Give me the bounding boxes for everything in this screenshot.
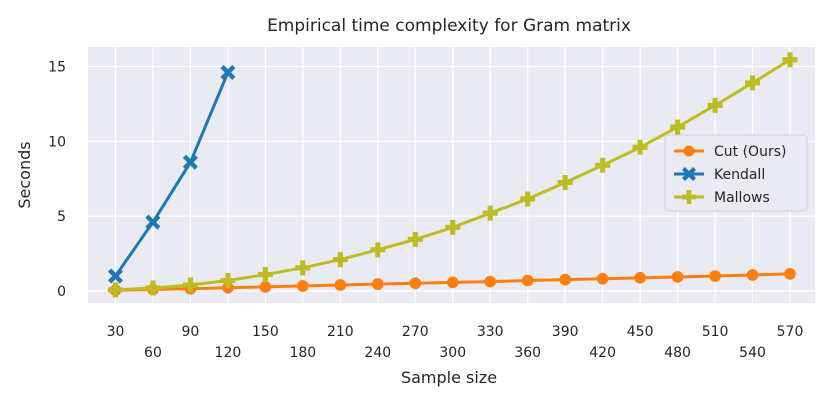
data-point bbox=[220, 273, 236, 289]
legend-item: Mallows bbox=[674, 190, 770, 206]
series-kendall bbox=[107, 64, 236, 284]
x-tick-label: 90 bbox=[182, 324, 200, 340]
data-point bbox=[782, 52, 798, 68]
legend-item: Kendall bbox=[674, 167, 765, 183]
y-tick-label: 15 bbox=[48, 59, 66, 75]
data-point bbox=[182, 277, 198, 293]
x-tick-label: 30 bbox=[107, 324, 125, 340]
x-tick-label: 330 bbox=[477, 324, 504, 340]
data-point bbox=[521, 274, 534, 287]
x-axis-label: Sample size bbox=[401, 368, 497, 387]
data-point bbox=[596, 272, 609, 285]
data-point bbox=[371, 278, 384, 290]
legend-box bbox=[664, 134, 808, 212]
data-point bbox=[259, 280, 272, 293]
data-point bbox=[145, 214, 161, 230]
data-point bbox=[683, 145, 695, 157]
data-point bbox=[409, 277, 422, 290]
x-tick-label: 120 bbox=[215, 345, 242, 361]
y-tick-label: 5 bbox=[57, 209, 66, 225]
data-point bbox=[559, 273, 572, 286]
data-point bbox=[520, 191, 536, 207]
legend-label: Kendall bbox=[714, 167, 765, 183]
x-tick-label: 360 bbox=[514, 345, 541, 361]
x-tick-label: 510 bbox=[702, 324, 729, 340]
series-mallows bbox=[107, 52, 798, 298]
data-point bbox=[482, 205, 498, 221]
data-point bbox=[445, 219, 461, 235]
x-tick-label: 240 bbox=[364, 345, 391, 361]
legend-label: Mallows bbox=[714, 190, 770, 206]
data-point bbox=[145, 280, 161, 296]
x-tick-label: 150 bbox=[252, 324, 279, 340]
x-tick-label: 60 bbox=[144, 345, 162, 361]
data-point bbox=[107, 282, 123, 298]
data-point bbox=[370, 242, 386, 258]
grid bbox=[88, 47, 815, 303]
chart-title: Empirical time complexity for Gram matri… bbox=[267, 16, 631, 36]
series-layer bbox=[107, 52, 798, 298]
data-point bbox=[632, 139, 648, 155]
x-tick-label: 420 bbox=[589, 345, 616, 361]
data-point bbox=[682, 167, 696, 181]
data-point bbox=[332, 252, 348, 268]
x-tick-label: 450 bbox=[627, 324, 654, 340]
data-point bbox=[182, 154, 198, 170]
x-axis-ticks: 30 60 90 120 150 180 210 240 270 300 330 360 390 420 4… bbox=[107, 324, 804, 361]
data-point bbox=[745, 75, 761, 91]
data-point bbox=[784, 267, 796, 280]
y-axis-ticks: 0 5 10 15 bbox=[48, 59, 66, 300]
x-tick-label: 570 bbox=[777, 324, 804, 340]
data-point bbox=[446, 276, 459, 289]
data-point bbox=[484, 275, 497, 288]
data-point bbox=[682, 190, 696, 204]
data-point bbox=[670, 119, 686, 135]
data-point bbox=[707, 97, 723, 113]
legend-label: Cut (Ours) bbox=[714, 144, 786, 160]
data-point bbox=[671, 271, 684, 283]
x-tick-label: 300 bbox=[439, 345, 466, 361]
y-tick-label: 0 bbox=[57, 284, 66, 300]
data-point bbox=[295, 260, 311, 276]
x-tick-label: 210 bbox=[327, 324, 354, 340]
data-point bbox=[709, 270, 721, 282]
data-point bbox=[297, 280, 309, 292]
data-point bbox=[257, 267, 273, 283]
data-point bbox=[334, 279, 347, 291]
y-axis-label: Seconds bbox=[15, 141, 34, 208]
x-tick-label: 270 bbox=[402, 324, 429, 340]
data-point bbox=[746, 269, 759, 281]
y-tick-label: 10 bbox=[48, 134, 66, 150]
x-tick-label: 180 bbox=[289, 345, 316, 361]
data-point bbox=[595, 157, 611, 173]
x-tick-label: 390 bbox=[552, 324, 579, 340]
legend-item: Cut (Ours) bbox=[674, 144, 786, 160]
data-point bbox=[107, 268, 123, 284]
legend: Cut (Ours) Kendall Mallows bbox=[664, 134, 808, 212]
series-line bbox=[114, 71, 230, 277]
x-tick-label: 540 bbox=[739, 345, 766, 361]
x-tick-label: 480 bbox=[664, 345, 691, 361]
data-point bbox=[220, 64, 236, 80]
data-point bbox=[407, 231, 423, 247]
data-point bbox=[634, 271, 646, 284]
data-point bbox=[557, 174, 573, 190]
